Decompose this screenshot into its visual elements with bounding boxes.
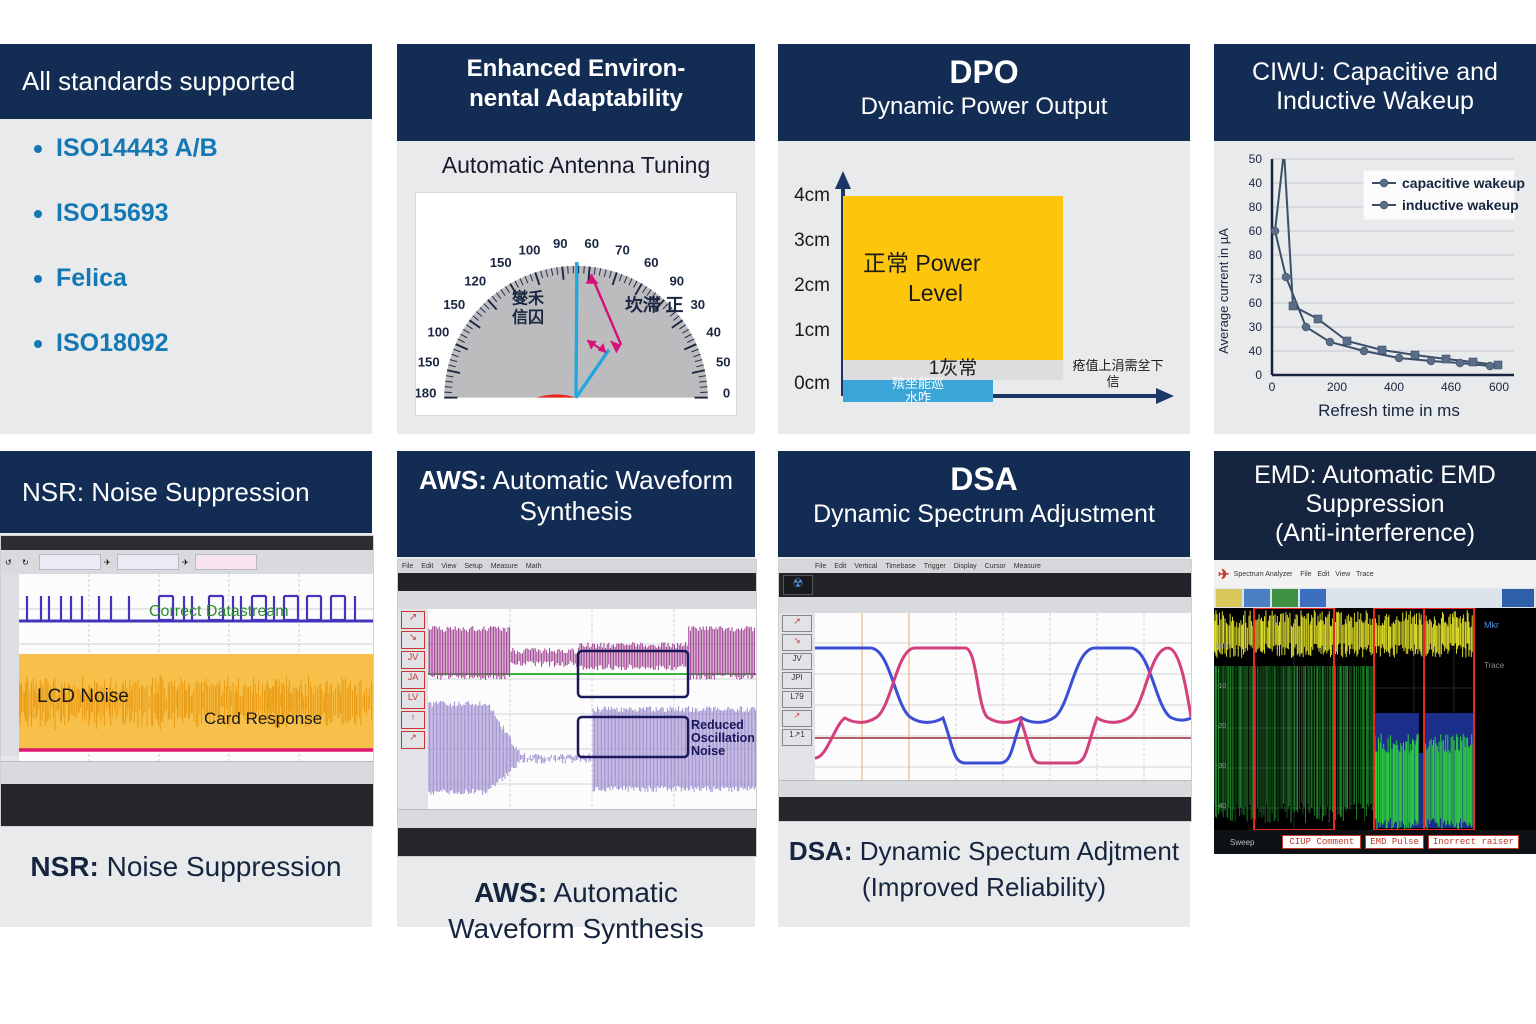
svg-text:Card Response: Card Response: [204, 709, 322, 728]
svg-text:460: 460: [1441, 380, 1461, 394]
svg-text:Correct Datastream: Correct Datastream: [149, 603, 289, 620]
svg-text:殡坐能巡: 殡坐能巡: [892, 376, 944, 391]
svg-text:50: 50: [1249, 152, 1263, 166]
svg-text:Reduced: Reduced: [691, 718, 744, 732]
svg-text:40: 40: [1249, 344, 1263, 358]
svg-text:30: 30: [1249, 320, 1263, 334]
svg-text:inductive wakeup: inductive wakeup: [1402, 197, 1519, 213]
svg-text:Refresh time in ms: Refresh time in ms: [1318, 401, 1460, 420]
svg-text:73: 73: [1249, 272, 1263, 286]
svg-text:-10: -10: [1216, 683, 1226, 690]
svg-text:0dBm: 0dBm: [1216, 643, 1234, 650]
svg-text:180: 180: [416, 386, 436, 401]
svg-text:1cm: 1cm: [794, 320, 830, 341]
svg-text:燮禾: 燮禾: [511, 289, 544, 308]
svg-text:60: 60: [1249, 296, 1263, 310]
svg-text:capacitive wakeup: capacitive wakeup: [1402, 175, 1525, 191]
svg-text:40: 40: [1249, 176, 1263, 190]
svg-text:信: 信: [1106, 374, 1119, 389]
svg-text:2cm: 2cm: [794, 275, 830, 296]
svg-text:80: 80: [1249, 248, 1263, 262]
svg-text:60: 60: [584, 236, 599, 251]
svg-text:90: 90: [553, 236, 568, 251]
svg-text:90: 90: [669, 274, 684, 289]
svg-text:0: 0: [1255, 368, 1262, 382]
svg-text:4cm: 4cm: [794, 185, 830, 206]
svg-text:疮值上涓需坌下: 疮值上涓需坌下: [1072, 358, 1163, 373]
svg-text:600: 600: [1489, 380, 1509, 394]
svg-text:-20: -20: [1216, 723, 1226, 730]
svg-text:3cm: 3cm: [794, 230, 830, 251]
svg-text:150: 150: [443, 297, 465, 312]
svg-text:60: 60: [1249, 224, 1263, 238]
svg-text:0: 0: [723, 386, 730, 401]
svg-text:LCD Noise: LCD Noise: [37, 686, 129, 707]
svg-text:Noise: Noise: [691, 744, 725, 758]
svg-text:水咋: 水咋: [905, 390, 931, 405]
svg-text:80: 80: [1249, 200, 1263, 214]
svg-text:60: 60: [644, 255, 659, 270]
svg-text:30: 30: [690, 297, 705, 312]
svg-text:-30: -30: [1216, 763, 1226, 770]
svg-text:150: 150: [418, 354, 440, 369]
svg-text:-40: -40: [1216, 803, 1226, 810]
svg-text:0: 0: [1269, 380, 1276, 394]
svg-text:Level: Level: [908, 280, 963, 306]
svg-text:150: 150: [490, 255, 512, 270]
svg-text:40: 40: [706, 324, 721, 339]
svg-text:200: 200: [1327, 380, 1347, 394]
svg-text:120: 120: [464, 274, 486, 289]
svg-text:0cm: 0cm: [794, 373, 830, 394]
svg-text:100: 100: [519, 242, 541, 257]
svg-text:50: 50: [716, 354, 731, 369]
svg-text:Mkr: Mkr: [1484, 620, 1499, 630]
svg-text:正常 Power: 正常 Power: [863, 250, 981, 276]
svg-text:Trace: Trace: [1484, 661, 1505, 670]
svg-text:信囚: 信囚: [512, 307, 544, 326]
svg-text:Average current in µA: Average current in µA: [1216, 228, 1231, 354]
svg-text:100: 100: [427, 324, 449, 339]
svg-text:400: 400: [1384, 380, 1404, 394]
svg-text:Oscillation: Oscillation: [691, 731, 755, 745]
svg-text:70: 70: [615, 242, 630, 257]
